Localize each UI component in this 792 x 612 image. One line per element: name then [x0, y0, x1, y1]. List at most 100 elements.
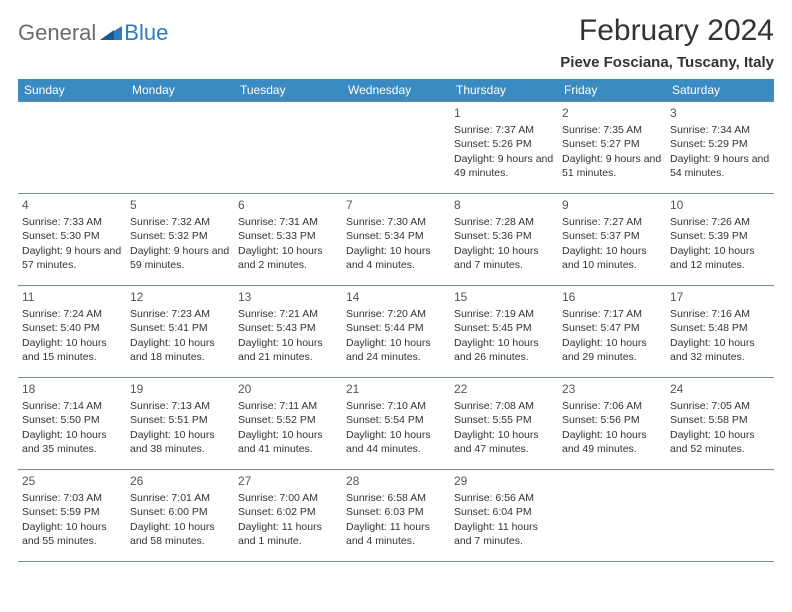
calendar-cell: 15 Sunrise: 7:19 AMSunset: 5:45 PMDayligh… — [450, 286, 558, 378]
calendar-cell: 19 Sunrise: 7:13 AMSunset: 5:51 PMDayligh… — [126, 378, 234, 470]
day-number: 16 — [562, 289, 662, 305]
day-info: Sunrise: 7:27 AMSunset: 5:37 PMDaylight:… — [562, 215, 662, 272]
header: General Blue February 2024 Pieve Foscian… — [18, 14, 774, 71]
day-number: 3 — [670, 105, 770, 121]
calendar-cell: 29 Sunrise: 6:56 AMSunset: 6:04 PMDayligh… — [450, 470, 558, 562]
location: Pieve Fosciana, Tuscany, Italy — [560, 54, 774, 71]
calendar-cell: 22 Sunrise: 7:08 AMSunset: 5:55 PMDayligh… — [450, 378, 558, 470]
weekday-header: Sunday — [18, 79, 126, 102]
day-number: 25 — [22, 473, 122, 489]
day-info: Sunrise: 6:56 AMSunset: 6:04 PMDaylight:… — [454, 491, 554, 548]
weekday-header: Tuesday — [234, 79, 342, 102]
calendar-row: 25 Sunrise: 7:03 AMSunset: 5:59 PMDayligh… — [18, 470, 774, 562]
calendar-cell: 12 Sunrise: 7:23 AMSunset: 5:41 PMDayligh… — [126, 286, 234, 378]
calendar-cell: 7 Sunrise: 7:30 AMSunset: 5:34 PMDaylight… — [342, 194, 450, 286]
day-number: 22 — [454, 381, 554, 397]
day-number: 11 — [22, 289, 122, 305]
calendar-cell: 1 Sunrise: 7:37 AMSunset: 5:26 PMDaylight… — [450, 102, 558, 194]
day-info: Sunrise: 7:21 AMSunset: 5:43 PMDaylight:… — [238, 307, 338, 364]
calendar-cell: 3 Sunrise: 7:34 AMSunset: 5:29 PMDaylight… — [666, 102, 774, 194]
calendar-cell: 26 Sunrise: 7:01 AMSunset: 6:00 PMDayligh… — [126, 470, 234, 562]
day-number: 4 — [22, 197, 122, 213]
calendar-cell — [666, 470, 774, 562]
calendar-cell: 16 Sunrise: 7:17 AMSunset: 5:47 PMDayligh… — [558, 286, 666, 378]
day-number: 10 — [670, 197, 770, 213]
day-number: 27 — [238, 473, 338, 489]
day-number: 19 — [130, 381, 230, 397]
calendar-cell — [234, 102, 342, 194]
weekday-header: Friday — [558, 79, 666, 102]
calendar-cell: 9 Sunrise: 7:27 AMSunset: 5:37 PMDaylight… — [558, 194, 666, 286]
day-info: Sunrise: 7:30 AMSunset: 5:34 PMDaylight:… — [346, 215, 446, 272]
logo-text-general: General — [18, 20, 96, 46]
day-info: Sunrise: 7:11 AMSunset: 5:52 PMDaylight:… — [238, 399, 338, 456]
day-info: Sunrise: 7:06 AMSunset: 5:56 PMDaylight:… — [562, 399, 662, 456]
day-number: 14 — [346, 289, 446, 305]
calendar-cell: 28Sunrise: 6:58 AMSunset: 6:03 PMDayligh… — [342, 470, 450, 562]
day-info: Sunrise: 7:00 AMSunset: 6:02 PMDaylight:… — [238, 491, 338, 548]
day-number: 7 — [346, 197, 446, 213]
day-info: Sunrise: 7:24 AMSunset: 5:40 PMDaylight:… — [22, 307, 122, 364]
calendar-cell: 25 Sunrise: 7:03 AMSunset: 5:59 PMDayligh… — [18, 470, 126, 562]
day-number: 12 — [130, 289, 230, 305]
calendar-cell: 23Sunrise: 7:06 AMSunset: 5:56 PMDayligh… — [558, 378, 666, 470]
day-number: 26 — [130, 473, 230, 489]
calendar-cell: 20 Sunrise: 7:11 AMSunset: 5:52 PMDayligh… — [234, 378, 342, 470]
day-number: 17 — [670, 289, 770, 305]
day-info: Sunrise: 7:26 AMSunset: 5:39 PMDaylight:… — [670, 215, 770, 272]
logo-text-blue: Blue — [124, 20, 168, 46]
day-info: Sunrise: 7:20 AMSunset: 5:44 PMDaylight:… — [346, 307, 446, 364]
day-info: Sunrise: 7:33 AMSunset: 5:30 PMDaylight:… — [22, 215, 122, 272]
calendar-row: 11 Sunrise: 7:24 AMSunset: 5:40 PMDayligh… — [18, 286, 774, 378]
weekday-header: Wednesday — [342, 79, 450, 102]
day-info: Sunrise: 7:03 AMSunset: 5:59 PMDaylight:… — [22, 491, 122, 548]
logo-triangle-icon — [100, 22, 122, 45]
calendar-cell: 24 Sunrise: 7:05 AMSunset: 5:58 PMDayligh… — [666, 378, 774, 470]
day-info: Sunrise: 7:10 AMSunset: 5:54 PMDaylight:… — [346, 399, 446, 456]
calendar-cell: 18Sunrise: 7:14 AMSunset: 5:50 PMDayligh… — [18, 378, 126, 470]
day-number: 15 — [454, 289, 554, 305]
day-info: Sunrise: 7:17 AMSunset: 5:47 PMDaylight:… — [562, 307, 662, 364]
day-number: 18 — [22, 381, 122, 397]
calendar-cell: 4 Sunrise: 7:33 AMSunset: 5:30 PMDaylight… — [18, 194, 126, 286]
day-info: Sunrise: 7:19 AMSunset: 5:45 PMDaylight:… — [454, 307, 554, 364]
day-number: 9 — [562, 197, 662, 213]
month-title: February 2024 — [560, 14, 774, 48]
day-number: 20 — [238, 381, 338, 397]
day-info: Sunrise: 7:23 AMSunset: 5:41 PMDaylight:… — [130, 307, 230, 364]
day-number: 29 — [454, 473, 554, 489]
calendar-cell: 21Sunrise: 7:10 AMSunset: 5:54 PMDayligh… — [342, 378, 450, 470]
calendar-cell: 14 Sunrise: 7:20 AMSunset: 5:44 PMDayligh… — [342, 286, 450, 378]
calendar-cell: 17 Sunrise: 7:16 AMSunset: 5:48 PMDayligh… — [666, 286, 774, 378]
day-info: Sunrise: 7:16 AMSunset: 5:48 PMDaylight:… — [670, 307, 770, 364]
weekday-header: Saturday — [666, 79, 774, 102]
weekday-header: Monday — [126, 79, 234, 102]
day-info: Sunrise: 7:08 AMSunset: 5:55 PMDaylight:… — [454, 399, 554, 456]
calendar-cell: 10 Sunrise: 7:26 AMSunset: 5:39 PMDayligh… — [666, 194, 774, 286]
day-info: Sunrise: 7:05 AMSunset: 5:58 PMDaylight:… — [670, 399, 770, 456]
title-block: February 2024 Pieve Fosciana, Tuscany, I… — [560, 14, 774, 71]
calendar-table: Sunday Monday Tuesday Wednesday Thursday… — [18, 79, 774, 562]
day-info: Sunrise: 7:37 AMSunset: 5:26 PMDaylight:… — [454, 123, 554, 180]
day-info: Sunrise: 7:13 AMSunset: 5:51 PMDaylight:… — [130, 399, 230, 456]
day-info: Sunrise: 7:35 AMSunset: 5:27 PMDaylight:… — [562, 123, 662, 180]
day-info: Sunrise: 7:01 AMSunset: 6:00 PMDaylight:… — [130, 491, 230, 548]
calendar-cell: 8 Sunrise: 7:28 AMSunset: 5:36 PMDaylight… — [450, 194, 558, 286]
weekday-header: Thursday — [450, 79, 558, 102]
day-info: Sunrise: 7:28 AMSunset: 5:36 PMDaylight:… — [454, 215, 554, 272]
calendar-cell: 13 Sunrise: 7:21 AMSunset: 5:43 PMDayligh… — [234, 286, 342, 378]
day-number: 24 — [670, 381, 770, 397]
day-info: Sunrise: 7:31 AMSunset: 5:33 PMDaylight:… — [238, 215, 338, 272]
day-number: 8 — [454, 197, 554, 213]
day-number: 6 — [238, 197, 338, 213]
calendar-row: 18Sunrise: 7:14 AMSunset: 5:50 PMDayligh… — [18, 378, 774, 470]
day-number: 13 — [238, 289, 338, 305]
day-number: 1 — [454, 105, 554, 121]
logo: General Blue — [18, 14, 168, 46]
calendar-cell: 6 Sunrise: 7:31 AMSunset: 5:33 PMDaylight… — [234, 194, 342, 286]
day-info: Sunrise: 7:34 AMSunset: 5:29 PMDaylight:… — [670, 123, 770, 180]
calendar-cell — [126, 102, 234, 194]
calendar-row: 1 Sunrise: 7:37 AMSunset: 5:26 PMDaylight… — [18, 102, 774, 194]
day-info: Sunrise: 7:32 AMSunset: 5:32 PMDaylight:… — [130, 215, 230, 272]
calendar-cell — [342, 102, 450, 194]
